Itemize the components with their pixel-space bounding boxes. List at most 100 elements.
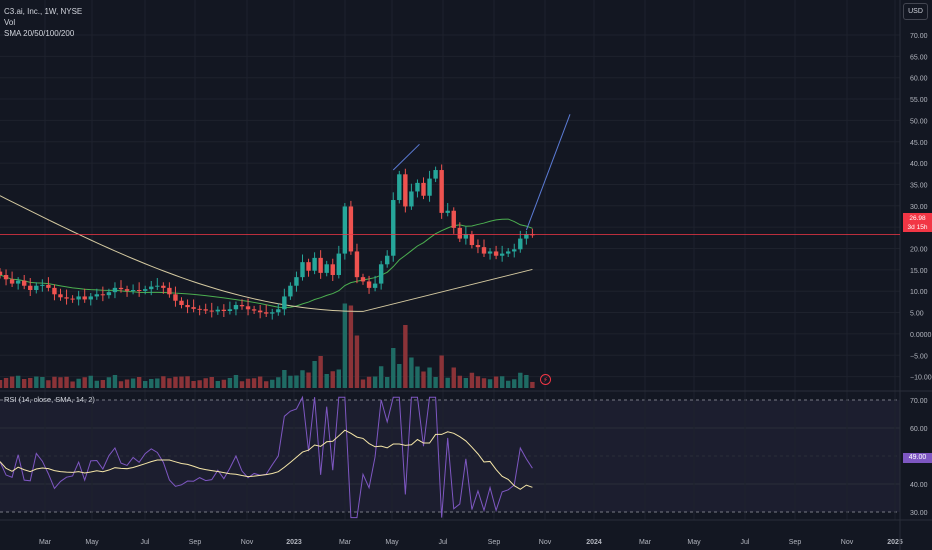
candle-body (487, 251, 493, 254)
candle-body (233, 305, 239, 310)
volume-bar (70, 381, 75, 388)
volume-bar (233, 375, 239, 388)
rsi-tick-label: 40.00 (910, 482, 928, 489)
volume-bar (130, 378, 136, 388)
price-tick-label: 60.00 (910, 76, 928, 83)
candle-body (130, 290, 136, 292)
volume-bar (46, 380, 51, 388)
volume-bar (385, 377, 390, 388)
time-tick-label: 2025 (887, 539, 903, 546)
volume-bar (427, 367, 432, 388)
candle-body (264, 312, 269, 314)
volume-bar (221, 379, 227, 388)
time-tick-label: Nov (539, 539, 552, 546)
price-tick-label: 50.00 (910, 118, 928, 125)
candle-body (469, 234, 475, 246)
price-tick-label: −10.00 (910, 375, 932, 382)
volume-bar (493, 376, 499, 388)
volume-bar (264, 381, 269, 388)
rsi-tick-label: 30.00 (910, 510, 928, 517)
candle-body (312, 257, 317, 271)
candle-body (421, 182, 426, 196)
volume-bar (245, 378, 251, 388)
rsi-legend[interactable]: RSI (14, close, SMA, 14, 2) (4, 395, 95, 404)
candle-body (524, 234, 529, 239)
volume-bar (282, 370, 287, 388)
projection-line (392, 143, 420, 171)
volume-bar (391, 348, 396, 388)
candle-body (167, 287, 172, 295)
candle-body (354, 251, 360, 278)
candle-body (221, 309, 227, 312)
candle-body (439, 170, 444, 213)
volume-bar (40, 377, 45, 388)
sma-slow-line (0, 195, 533, 312)
candle-body (245, 306, 251, 310)
volume-bar (185, 376, 190, 388)
volume-bar (487, 379, 493, 388)
volume-bar (15, 375, 21, 388)
volume-bar (149, 379, 154, 388)
price-tick-label: 65.00 (910, 54, 928, 61)
volume-bar (481, 378, 487, 388)
candle-body (518, 238, 523, 250)
volume-bar (203, 378, 208, 388)
candle-body (415, 182, 420, 192)
candle-body (270, 312, 275, 314)
symbol-title[interactable]: C3.ai, Inc., 1W, NYSE (4, 7, 83, 16)
current-price: 26.98 (909, 215, 926, 222)
bar-countdown: 3d 15h (907, 224, 928, 231)
candle-body (318, 257, 323, 273)
candle-body (451, 210, 456, 228)
volume-bar (499, 376, 505, 388)
sma-label[interactable]: SMA 20/50/100/200 (4, 29, 75, 38)
volume-bar (451, 367, 456, 388)
volume-bar (457, 375, 462, 388)
candle-body (46, 284, 51, 288)
volume-bar (342, 303, 348, 388)
time-tick-label: 2023 (286, 539, 302, 546)
currency-button[interactable]: USD (903, 3, 928, 20)
volume-bar (3, 378, 9, 388)
time-tick-label: Sep (789, 539, 802, 546)
candle-body (512, 249, 517, 252)
rsi-value-badge: 49.00 (903, 453, 932, 463)
volume-bar (270, 379, 275, 388)
candle-body (173, 294, 178, 301)
candle-body (0, 271, 3, 276)
volume-bar (475, 376, 481, 388)
candle-body (9, 279, 15, 284)
candle-body (94, 294, 99, 297)
candle-body (342, 206, 348, 254)
volume-bar (239, 381, 245, 388)
time-tick-label: Jul (439, 539, 448, 546)
candle-body (506, 251, 511, 254)
volume-bar (106, 377, 112, 388)
volume-label[interactable]: Vol (4, 18, 16, 27)
volume-bar (58, 377, 63, 388)
candle-body (70, 298, 75, 300)
candle-body (294, 277, 299, 286)
time-tick-label: Mar (39, 539, 52, 546)
volume-bar (191, 381, 196, 388)
price-tick-label: 0.0000 (910, 332, 932, 339)
volume-bar (76, 378, 81, 388)
candle-body (28, 285, 33, 291)
rsi-tick-label: 60.00 (910, 426, 928, 433)
price-tick-label: 5.00 (910, 311, 924, 318)
volume-bar (506, 380, 511, 388)
volume-bar (336, 369, 341, 388)
candle-body (251, 309, 257, 311)
volume-bar (167, 378, 172, 388)
candle-body (427, 178, 432, 196)
time-tick-label: 2024 (586, 539, 602, 546)
volume-bar (0, 380, 3, 388)
candle-body (118, 287, 124, 290)
candle-body (185, 305, 190, 308)
lightning-icon[interactable]: ⚡ (540, 374, 551, 385)
volume-bar (209, 377, 214, 388)
volume-bar (445, 377, 450, 388)
candle-body (143, 289, 148, 291)
candle-body (463, 234, 469, 239)
